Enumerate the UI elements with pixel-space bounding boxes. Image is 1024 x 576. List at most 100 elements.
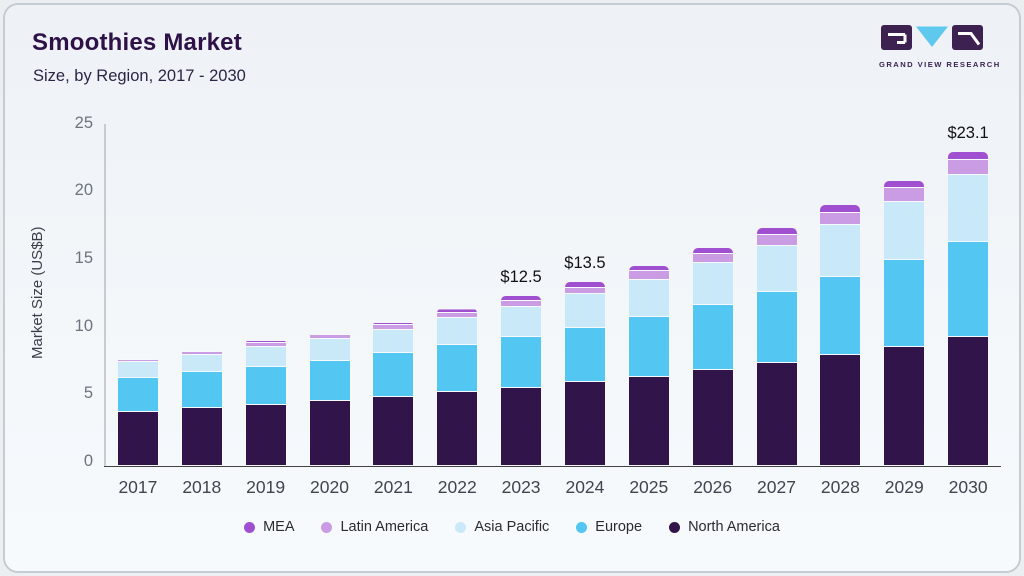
y-tick-label: 0 [83, 452, 93, 470]
bar-segment-north-america [501, 387, 542, 465]
x-tick-label: 2025 [629, 477, 669, 497]
y-tick-label: 5 [83, 384, 93, 403]
bar-column-2018 [170, 124, 234, 465]
x-tick-label: 2017 [118, 477, 158, 497]
bar-segment-north-america [245, 405, 286, 465]
bar-segment-latin-america [309, 335, 350, 340]
bar-segment-asia-pacific [564, 294, 605, 329]
bar-segment-latin-america [756, 234, 797, 246]
bar-value-label: $23.1 [947, 124, 989, 143]
x-tick-label: 2019 [246, 477, 286, 497]
page-subtitle: Size, by Region, 2017 - 2030 [33, 67, 246, 85]
legend-item-latin-america: Latin America [321, 519, 428, 535]
bar-segment-mea [628, 266, 669, 272]
bar-segment-asia-pacific [373, 329, 414, 354]
bar-segment-asia-pacific [756, 245, 797, 292]
bar-segment-asia-pacific [437, 318, 478, 345]
chart-legend: MEA Latin America Asia Pacific Europe North … [5, 519, 1019, 535]
legend-dot [455, 521, 467, 533]
x-tick-label: 2029 [884, 477, 924, 497]
bar-column-2022 [425, 124, 489, 465]
bar-segment-mea [437, 309, 478, 313]
bar-segment-europe [437, 344, 478, 392]
bar-column-2024: $13.5 [553, 124, 617, 465]
bar-segment-mea [181, 350, 222, 352]
legend-dot [244, 521, 256, 533]
bar-segment-europe [309, 360, 350, 402]
x-tick-label: 2030 [948, 477, 988, 497]
legend-label: Latin America [340, 519, 429, 535]
bar-segment-europe [117, 378, 158, 413]
stacked-bar-2030 [948, 152, 989, 465]
bar-segment-latin-america [692, 253, 733, 264]
stacked-bar-2023 [501, 295, 542, 465]
y-tick-label: 25 [74, 113, 93, 132]
bar-segment-mea [373, 322, 414, 325]
x-tick-label: 2022 [437, 477, 477, 497]
x-tick-label: 2020 [310, 477, 349, 497]
stacked-bar-2018 [181, 350, 222, 465]
bar-segment-north-america [692, 370, 733, 465]
y-tick-label: 15 [74, 248, 93, 267]
bar-column-2025 [617, 124, 681, 465]
bar-segment-mea [309, 333, 350, 336]
bar-segment-mea [948, 152, 989, 161]
bar-segment-europe [501, 337, 542, 388]
bar-value-label: $13.5 [564, 254, 606, 273]
stacked-bar-2026 [692, 248, 733, 465]
legend-label: Asia Pacific [474, 519, 550, 535]
gvr-logo-text: GRAND VIEW RESEARCH [879, 60, 1001, 69]
bar-column-2023: $12.5 [489, 124, 553, 465]
legend-label: North America [688, 519, 780, 535]
stacked-bar-2029 [884, 180, 925, 465]
x-tick-label: 2021 [373, 477, 413, 497]
bar-segment-latin-america [117, 360, 158, 363]
bar-segment-europe [245, 366, 286, 406]
bar-segment-mea [245, 340, 286, 343]
bar-segment-asia-pacific [820, 225, 861, 277]
x-tick-label: 2018 [182, 477, 222, 497]
bar-column-2029 [872, 124, 936, 465]
stacked-bar-2028 [820, 205, 861, 465]
bar-segment-asia-pacific [245, 346, 286, 367]
bar-segment-mea [117, 359, 158, 361]
legend-dot [669, 521, 681, 533]
chart-card: Smoothies Market Size, by Region, 2017 -… [3, 3, 1021, 573]
bar-segment-europe [692, 305, 733, 371]
bar-segment-north-america [181, 408, 222, 465]
y-axis-title: Market Size (US$B) [29, 226, 46, 360]
legend-item-mea: MEA [244, 519, 294, 535]
bar-segment-europe [756, 291, 797, 364]
gvr-logo-mark [881, 25, 983, 50]
bar-segment-mea [501, 295, 542, 301]
bar-segment-latin-america [437, 312, 478, 319]
stacked-bar-2022 [437, 309, 478, 465]
bar-segment-latin-america [564, 287, 605, 295]
x-tick-label: 2026 [693, 477, 733, 497]
bar-segment-north-america [628, 377, 669, 465]
y-tick-label: 20 [74, 181, 93, 200]
bar-segment-asia-pacific [884, 201, 925, 260]
bar-value-label: $12.5 [500, 267, 542, 286]
bar-column-2026 [681, 124, 745, 465]
x-tick-label: 2023 [501, 477, 541, 497]
bar-segment-north-america [820, 355, 861, 465]
legend-item-europe: Europe [576, 519, 642, 535]
legend-item-north-america: North America [669, 519, 780, 535]
bar-segment-north-america [373, 397, 414, 465]
bar-segment-asia-pacific [501, 307, 542, 338]
gvr-logo: GRAND VIEW RESEARCH [879, 25, 1001, 69]
bar-segment-europe [564, 328, 605, 383]
bar-column-2017 [106, 124, 170, 465]
bar-segment-asia-pacific [948, 175, 989, 242]
legend-dot [321, 521, 333, 533]
bar-segment-mea [756, 228, 797, 235]
bar-segment-latin-america [948, 160, 989, 176]
bar-segment-asia-pacific [692, 263, 733, 306]
bar-segment-europe [820, 276, 861, 356]
x-tick-label: 2028 [820, 477, 860, 497]
bar-column-2030: $23.1 [936, 124, 1000, 465]
x-axis-labels: 2017 2018 2019 2020 2021 2022 2023 2024 2025 2026… [106, 477, 1000, 498]
bar-segment-mea [564, 282, 605, 288]
page-title: Smoothies Market [32, 29, 242, 56]
